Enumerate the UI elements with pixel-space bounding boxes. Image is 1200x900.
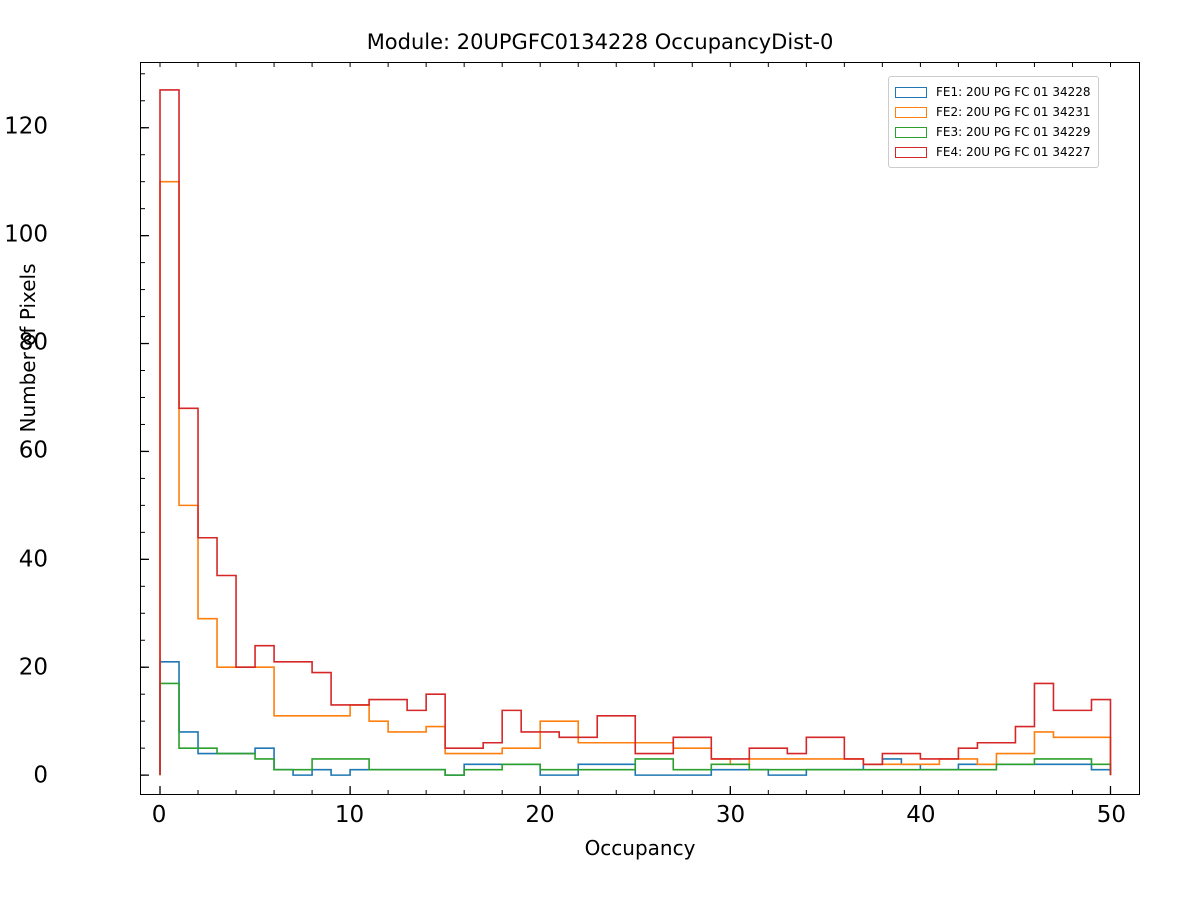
x-tick-label: 50 — [1096, 802, 1127, 828]
series-step-3 — [160, 683, 1110, 775]
legend-swatch-icon — [895, 126, 927, 138]
x-tick-label: 30 — [715, 802, 746, 828]
legend-swatch-icon — [895, 146, 927, 158]
legend-item[interactable]: FE1: 20U PG FC 01 34228 — [895, 82, 1091, 102]
y-tick-label: 120 — [4, 113, 48, 140]
y-tick-label: 60 — [18, 437, 48, 464]
x-tick-label: 40 — [906, 802, 936, 828]
plot-area — [140, 62, 1140, 795]
histogram-svg — [141, 63, 1139, 794]
legend-label: FE4: 20U PG FC 01 34227 — [936, 145, 1091, 159]
y-tick-label: 40 — [18, 546, 48, 573]
y-tick-label: 100 — [4, 221, 48, 248]
chart-title: Module: 20UPGFC0134228 OccupancyDist-0 — [366, 30, 834, 54]
x-tick-label: 0 — [151, 802, 167, 828]
y-tick-label: 80 — [18, 329, 48, 356]
legend-swatch-icon — [895, 106, 927, 118]
x-axis-label: Occupancy — [584, 836, 696, 860]
legend: FE1: 20U PG FC 01 34228 FE2: 20U PG FC 01… — [888, 76, 1099, 168]
legend-item[interactable]: FE2: 20U PG FC 01 34231 — [895, 102, 1091, 122]
y-tick-label: 0 — [33, 762, 48, 789]
y-tick-label: 20 — [18, 654, 48, 681]
legend-item[interactable]: FE3: 20U PG FC 01 34229 — [895, 122, 1091, 142]
legend-swatch-icon — [895, 86, 927, 98]
x-tick-label: 20 — [525, 802, 555, 828]
legend-label: FE3: 20U PG FC 01 34229 — [936, 125, 1091, 139]
legend-label: FE2: 20U PG FC 01 34231 — [936, 105, 1091, 119]
legend-label: FE1: 20U PG FC 01 34228 — [936, 85, 1091, 99]
series-step-2 — [160, 182, 1110, 775]
series-step-4 — [160, 90, 1110, 775]
x-tick-label: 10 — [334, 802, 365, 828]
legend-item[interactable]: FE4: 20U PG FC 01 34227 — [895, 142, 1091, 162]
